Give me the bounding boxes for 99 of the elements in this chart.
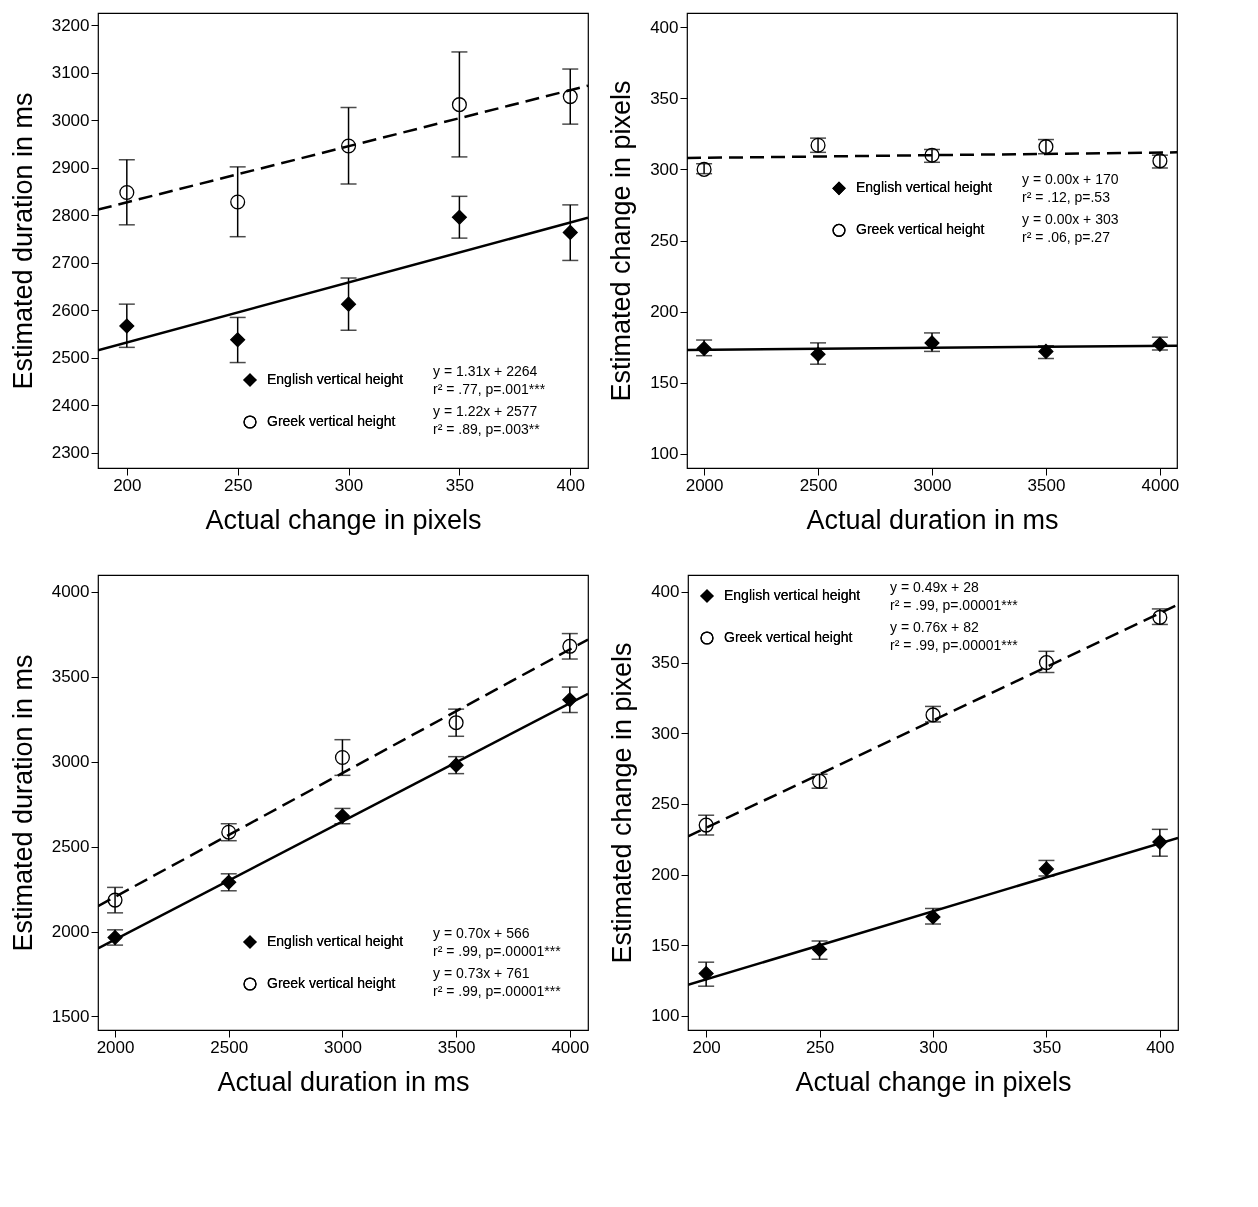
x-tick-label: 2000 bbox=[685, 475, 724, 495]
y-tick-label: 100 bbox=[651, 1006, 680, 1026]
point bbox=[562, 638, 578, 654]
annotation: y = 0.49x + 28 bbox=[890, 579, 979, 595]
annotation: y = 0.73x + 761 bbox=[433, 965, 530, 981]
x-tick-label: 400 bbox=[556, 475, 585, 495]
annotation: r² = .99, p=.00001*** bbox=[890, 597, 1019, 613]
annotation: y = 0.70x + 566 bbox=[433, 925, 530, 941]
y-tick-label: 3500 bbox=[51, 667, 90, 687]
annotation: y = 0.76x + 82 bbox=[890, 619, 979, 635]
x-tick-label: 300 bbox=[334, 475, 364, 495]
y-axis-title: Estimated duration in ms bbox=[7, 92, 38, 390]
y-tick-label: 1500 bbox=[51, 1006, 90, 1026]
y-tick-label: 300 bbox=[651, 723, 680, 743]
legend-label: English vertical height bbox=[267, 371, 404, 387]
x-tick-label: 250 bbox=[805, 1037, 835, 1057]
x-tick-label: 400 bbox=[1146, 1037, 1175, 1057]
y-axis-title: Estimated duration in ms bbox=[7, 654, 38, 952]
y-tick-label: 2000 bbox=[51, 922, 90, 942]
y-tick-label: 400 bbox=[651, 582, 680, 602]
annotation: r² = .06, p=.27 bbox=[1022, 229, 1111, 246]
y-tick-label: 2600 bbox=[51, 300, 90, 320]
legend-label: Greek vertical height bbox=[267, 975, 396, 991]
y-tick-label: 4000 bbox=[51, 582, 90, 602]
legend-label: English vertical height bbox=[267, 933, 404, 949]
y-tick-label: 3000 bbox=[51, 110, 90, 130]
y-tick-label: 100 bbox=[650, 444, 679, 464]
y-tick-label: 3100 bbox=[51, 63, 90, 83]
point bbox=[230, 194, 246, 210]
point bbox=[810, 346, 826, 362]
y-tick-label: 150 bbox=[650, 373, 679, 393]
x-tick-label: 3000 bbox=[324, 1037, 362, 1057]
y-tick-label: 250 bbox=[651, 794, 680, 814]
point bbox=[451, 97, 467, 113]
annotation: y = 0.00x + 303 bbox=[1022, 211, 1119, 228]
x-tick-label: 4000 bbox=[551, 1037, 590, 1057]
annotation: y = 1.22x + 2577 bbox=[433, 403, 538, 419]
x-axis-title: Actual duration in ms bbox=[217, 1066, 470, 1097]
y-tick-label: 350 bbox=[650, 88, 679, 108]
point bbox=[562, 224, 578, 240]
annotation: r² = .12, p=.53 bbox=[1022, 189, 1111, 206]
x-tick-label: 4000 bbox=[1141, 475, 1180, 495]
x-tick-label: 200 bbox=[692, 1037, 721, 1057]
y-tick-label: 400 bbox=[650, 17, 679, 37]
x-tick-label: 350 bbox=[445, 475, 475, 495]
y-tick-label: 350 bbox=[651, 653, 680, 673]
y-tick-label: 200 bbox=[650, 302, 679, 322]
annotation: y = 1.31x + 2264 bbox=[433, 363, 538, 379]
annotation: y = 0.00x + 170 bbox=[1022, 171, 1119, 188]
annotation: r² = .99, p=.00001*** bbox=[433, 983, 562, 999]
legend-label: English vertical height bbox=[856, 179, 993, 196]
annotation: r² = .89, p=.003** bbox=[433, 421, 541, 437]
x-axis-title: Actual change in pixels bbox=[205, 504, 482, 535]
point bbox=[119, 185, 135, 201]
x-tick-label: 3500 bbox=[1027, 475, 1066, 495]
y-tick-label: 2700 bbox=[51, 253, 90, 273]
y-tick-label: 2800 bbox=[51, 205, 90, 225]
annotation: r² = .77, p=.001*** bbox=[433, 381, 546, 397]
x-tick-label: 200 bbox=[113, 475, 142, 495]
y-tick-label: 2900 bbox=[51, 158, 90, 178]
y-axis-title: Estimated change in pixels bbox=[606, 80, 637, 402]
point bbox=[562, 89, 578, 105]
legend-label: Greek vertical height bbox=[267, 413, 396, 429]
x-tick-label: 2500 bbox=[210, 1037, 249, 1057]
x-axis-title: Actual duration in ms bbox=[806, 504, 1059, 535]
x-tick-label: 2000 bbox=[96, 1037, 135, 1057]
y-axis-title: Estimated change in pixels bbox=[607, 642, 638, 964]
y-tick-label: 2500 bbox=[51, 837, 90, 857]
point bbox=[698, 965, 714, 982]
point bbox=[230, 332, 246, 348]
x-axis-title: Actual change in pixels bbox=[795, 1066, 1072, 1097]
point bbox=[341, 138, 357, 154]
x-tick-label: 250 bbox=[224, 475, 253, 495]
y-tick-label: 2500 bbox=[51, 348, 90, 368]
x-tick-label: 350 bbox=[1032, 1037, 1062, 1057]
point bbox=[107, 892, 123, 908]
y-tick-label: 3000 bbox=[51, 752, 90, 772]
y-tick-label: 2400 bbox=[51, 395, 90, 415]
legend-label: Greek vertical height bbox=[724, 629, 853, 645]
y-tick-label: 3200 bbox=[51, 15, 90, 35]
point bbox=[119, 318, 135, 334]
point bbox=[451, 209, 467, 225]
y-tick-label: 200 bbox=[651, 865, 680, 885]
point bbox=[334, 749, 350, 766]
x-tick-label: 3500 bbox=[437, 1037, 476, 1057]
point bbox=[1038, 655, 1054, 671]
y-tick-label: 300 bbox=[650, 159, 679, 179]
y-tick-label: 2300 bbox=[51, 443, 90, 463]
point bbox=[448, 715, 464, 731]
y-tick-label: 250 bbox=[650, 231, 679, 250]
legend-label: English vertical height bbox=[724, 587, 861, 603]
point bbox=[341, 296, 357, 312]
x-tick-label: 3000 bbox=[913, 475, 952, 495]
annotation: r² = .99, p=.00001*** bbox=[890, 637, 1019, 653]
y-tick-label: 150 bbox=[651, 935, 680, 955]
annotation: r² = .99, p=.00001*** bbox=[433, 943, 562, 959]
x-tick-label: 300 bbox=[919, 1037, 948, 1057]
legend-label: Greek vertical height bbox=[856, 221, 985, 238]
x-tick-label: 2500 bbox=[799, 475, 838, 495]
